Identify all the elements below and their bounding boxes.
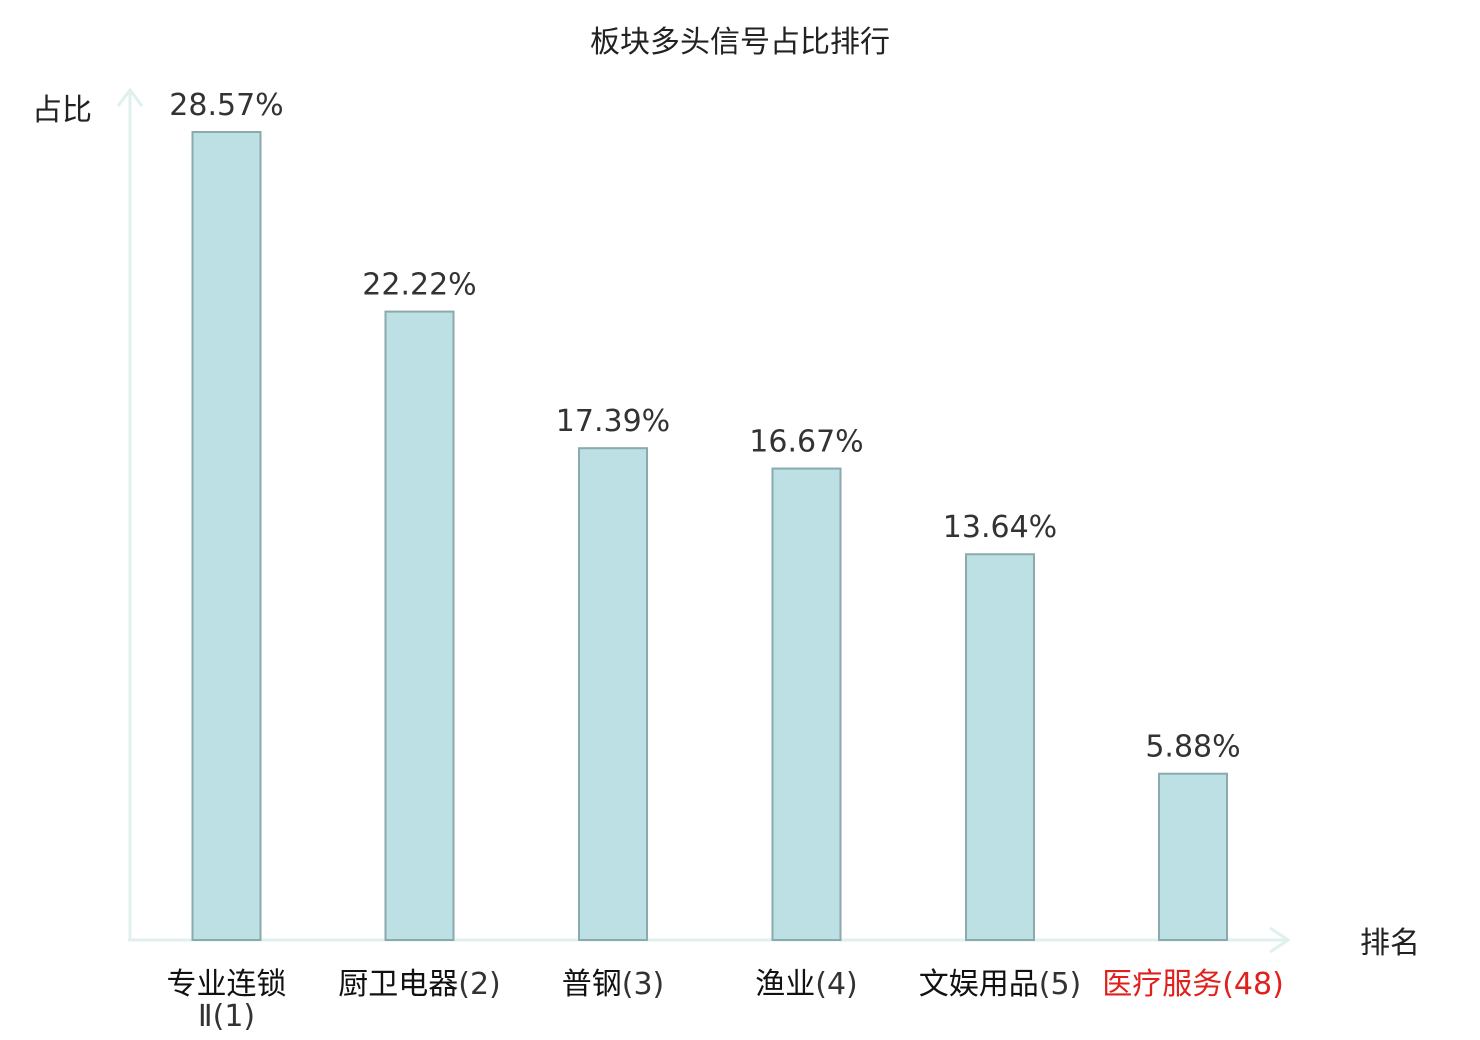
bar bbox=[1158, 772, 1228, 941]
bar bbox=[965, 553, 1035, 941]
bar bbox=[771, 467, 842, 941]
chart-title: 板块多头信号占比排行 bbox=[590, 25, 890, 60]
bar-value-label: 28.57% bbox=[169, 88, 283, 123]
bars-group bbox=[191, 131, 1228, 941]
y-axis bbox=[116, 87, 144, 940]
x-axis bbox=[128, 926, 1291, 954]
category-label: 医疗服务(48) bbox=[1102, 967, 1284, 1002]
category-label: 专业连锁 bbox=[167, 967, 287, 1002]
bar-value-label: 5.88% bbox=[1145, 730, 1240, 765]
category-label: 渔业(4) bbox=[755, 967, 858, 1002]
bar bbox=[578, 447, 648, 941]
bar bbox=[191, 131, 262, 941]
category-label: 普钢(3) bbox=[562, 967, 665, 1002]
category-label: 文娱用品(5) bbox=[919, 967, 1082, 1002]
bar-value-label: 13.64% bbox=[943, 510, 1057, 545]
x-axis-label: 排名 bbox=[1360, 926, 1420, 961]
category-label-line2: Ⅱ(1) bbox=[198, 999, 255, 1034]
bar-value-label: 16.67% bbox=[749, 425, 863, 460]
bar-value-label: 17.39% bbox=[556, 404, 670, 439]
category-label: 厨卫电器(2) bbox=[338, 967, 501, 1002]
bar bbox=[384, 310, 455, 941]
bar-value-label: 22.22% bbox=[362, 268, 476, 303]
value-labels-group: 28.57% 22.22% 17.39% 16.67% 13.64% 5.88% bbox=[169, 88, 1240, 765]
y-axis-label: 占比 bbox=[32, 93, 92, 128]
